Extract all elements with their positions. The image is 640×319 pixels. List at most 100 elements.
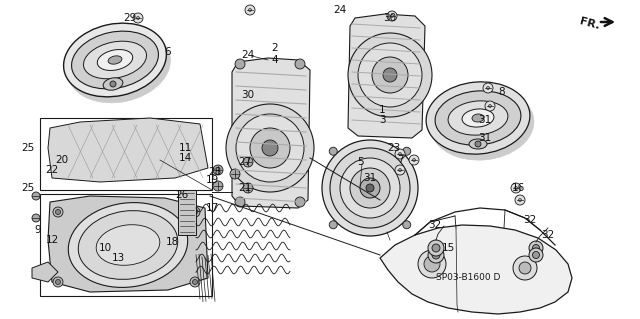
Text: 22: 22 — [45, 165, 59, 175]
Circle shape — [230, 169, 240, 179]
Circle shape — [485, 101, 495, 111]
Text: 15: 15 — [442, 243, 454, 253]
Circle shape — [243, 157, 253, 167]
Ellipse shape — [97, 49, 132, 70]
Ellipse shape — [96, 225, 160, 265]
Ellipse shape — [83, 41, 147, 79]
Text: 32: 32 — [428, 220, 442, 230]
Circle shape — [226, 104, 314, 192]
Circle shape — [432, 251, 440, 259]
Text: 4: 4 — [272, 55, 278, 65]
Ellipse shape — [462, 109, 494, 127]
Circle shape — [53, 207, 63, 217]
Circle shape — [413, 159, 415, 161]
Ellipse shape — [72, 31, 159, 89]
Ellipse shape — [68, 29, 170, 103]
Text: 31: 31 — [364, 173, 376, 183]
Circle shape — [360, 178, 380, 198]
Circle shape — [403, 221, 411, 229]
Text: 28: 28 — [209, 167, 221, 177]
Circle shape — [110, 81, 116, 87]
Circle shape — [390, 14, 394, 18]
Circle shape — [395, 165, 405, 175]
Circle shape — [511, 183, 521, 193]
Circle shape — [409, 155, 419, 165]
Circle shape — [372, 57, 408, 93]
Text: 18: 18 — [165, 237, 179, 247]
Polygon shape — [32, 262, 58, 282]
Text: 23: 23 — [387, 143, 401, 153]
Text: 2: 2 — [272, 43, 278, 53]
Ellipse shape — [103, 78, 123, 90]
Text: 24: 24 — [333, 5, 347, 15]
Text: 21: 21 — [238, 183, 252, 193]
Circle shape — [245, 5, 255, 15]
Circle shape — [56, 210, 61, 214]
Circle shape — [193, 210, 198, 214]
Circle shape — [235, 197, 245, 207]
Circle shape — [518, 198, 522, 202]
Circle shape — [32, 214, 40, 222]
Text: 16: 16 — [511, 183, 525, 193]
Circle shape — [399, 152, 401, 155]
Text: FR.: FR. — [578, 17, 600, 32]
Text: 13: 13 — [111, 253, 125, 263]
Ellipse shape — [448, 101, 508, 135]
Text: 26: 26 — [175, 190, 189, 200]
Circle shape — [519, 262, 531, 274]
Circle shape — [486, 86, 490, 90]
Circle shape — [418, 250, 446, 278]
Circle shape — [395, 149, 405, 159]
Circle shape — [295, 197, 305, 207]
Circle shape — [329, 221, 337, 229]
Circle shape — [428, 240, 444, 256]
Circle shape — [513, 256, 537, 280]
Circle shape — [53, 277, 63, 287]
Text: 7: 7 — [397, 155, 403, 165]
Text: 27: 27 — [238, 157, 252, 167]
Text: 31: 31 — [478, 115, 492, 125]
Circle shape — [190, 277, 200, 287]
Circle shape — [243, 183, 253, 193]
Circle shape — [366, 184, 374, 192]
Circle shape — [250, 128, 290, 168]
Circle shape — [515, 195, 525, 205]
Text: 6: 6 — [164, 47, 172, 57]
Text: 12: 12 — [45, 235, 59, 245]
Circle shape — [532, 251, 540, 258]
Circle shape — [475, 141, 481, 147]
Ellipse shape — [435, 91, 521, 145]
Text: SP03-B1600 D: SP03-B1600 D — [436, 273, 500, 283]
Text: 30: 30 — [383, 13, 397, 23]
Ellipse shape — [78, 211, 178, 279]
Circle shape — [358, 43, 422, 107]
Ellipse shape — [472, 114, 484, 122]
Ellipse shape — [430, 88, 534, 160]
Text: 32: 32 — [541, 230, 555, 240]
Circle shape — [235, 59, 245, 69]
Circle shape — [32, 192, 40, 200]
Text: 19: 19 — [205, 175, 219, 185]
Circle shape — [387, 11, 397, 21]
Circle shape — [262, 140, 278, 156]
Text: 29: 29 — [124, 13, 136, 23]
Text: 8: 8 — [499, 87, 506, 97]
Circle shape — [330, 148, 410, 228]
Text: 20: 20 — [56, 155, 68, 165]
Text: 17: 17 — [205, 203, 219, 213]
Text: 11: 11 — [179, 143, 191, 153]
Circle shape — [213, 181, 223, 191]
Circle shape — [213, 165, 223, 175]
Circle shape — [329, 147, 337, 155]
Circle shape — [432, 244, 440, 252]
Text: 24: 24 — [241, 50, 255, 60]
Circle shape — [248, 9, 252, 11]
Circle shape — [190, 207, 200, 217]
Circle shape — [340, 158, 400, 218]
Text: 9: 9 — [35, 225, 42, 235]
Circle shape — [236, 114, 304, 182]
Circle shape — [424, 256, 440, 272]
Bar — [40, 194, 212, 296]
Ellipse shape — [63, 23, 166, 97]
Circle shape — [322, 140, 418, 236]
